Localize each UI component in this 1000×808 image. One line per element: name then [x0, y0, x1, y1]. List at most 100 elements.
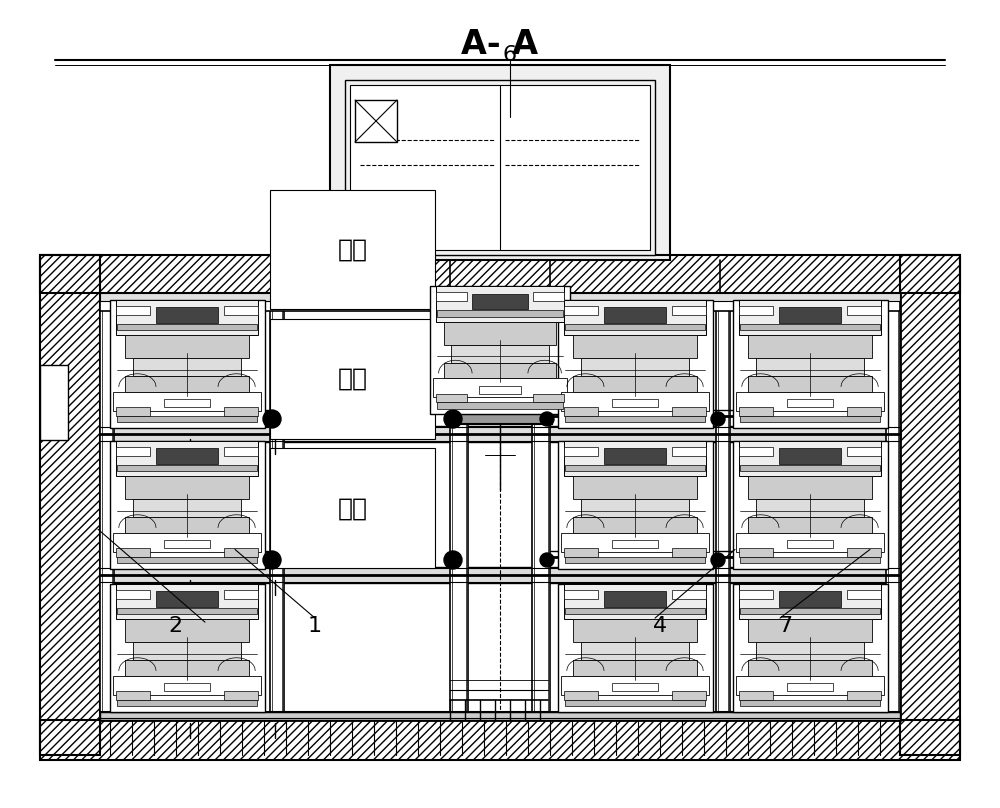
Bar [355, 100, 397, 142]
Bar [565, 700, 705, 706]
Bar [672, 590, 706, 599]
Bar [612, 399, 658, 407]
Bar [564, 300, 706, 335]
Text: 2: 2 [168, 617, 182, 636]
Bar [787, 541, 833, 548]
Bar [270, 448, 435, 568]
Text: 6: 6 [503, 45, 517, 65]
Bar [117, 416, 257, 423]
Bar [558, 440, 712, 569]
Bar [113, 532, 261, 552]
Bar [573, 335, 697, 359]
Bar [444, 322, 556, 345]
Bar [847, 407, 881, 416]
Bar [604, 448, 666, 464]
Bar [533, 393, 564, 402]
Bar [564, 306, 598, 315]
Bar [350, 85, 650, 250]
Bar [847, 306, 881, 315]
Bar [116, 583, 258, 620]
Bar [565, 465, 705, 471]
Bar [156, 448, 218, 464]
Bar [40, 255, 100, 755]
Bar [533, 292, 564, 301]
Bar [756, 642, 864, 660]
Bar [573, 377, 697, 392]
Bar [116, 306, 150, 315]
Bar [736, 532, 884, 552]
Bar [479, 386, 521, 393]
Bar [444, 363, 556, 378]
Bar [847, 548, 881, 557]
Bar [739, 548, 773, 557]
Bar [164, 541, 210, 548]
Circle shape [444, 410, 462, 428]
Bar [573, 517, 697, 532]
Bar [116, 300, 258, 335]
Bar [164, 684, 210, 691]
Bar [448, 414, 552, 424]
Bar [565, 608, 705, 614]
Bar [581, 359, 689, 377]
Bar [330, 65, 670, 260]
Bar [100, 293, 900, 301]
Bar [564, 447, 598, 456]
Bar [581, 499, 689, 517]
Bar [40, 720, 960, 760]
Bar [100, 712, 900, 720]
Bar [156, 307, 218, 322]
Bar [224, 590, 258, 599]
Bar [452, 293, 466, 720]
Bar [534, 293, 548, 720]
Bar [436, 286, 564, 322]
Bar [740, 416, 880, 423]
Bar [270, 293, 284, 720]
Text: A- A: A- A [461, 28, 539, 61]
Bar [739, 590, 773, 599]
Bar [740, 324, 880, 330]
Circle shape [711, 412, 725, 426]
Bar [718, 293, 728, 720]
Circle shape [263, 410, 281, 428]
Bar [581, 642, 689, 660]
Bar [125, 477, 249, 499]
Bar [164, 399, 210, 407]
Bar [748, 477, 872, 499]
Bar [900, 255, 960, 755]
Bar [779, 591, 841, 607]
Bar [117, 557, 257, 563]
Bar [117, 465, 257, 471]
Bar [700, 293, 900, 309]
Bar [561, 392, 709, 410]
Bar [739, 300, 881, 335]
Bar [900, 255, 960, 755]
Bar [612, 684, 658, 691]
Bar [748, 660, 872, 675]
Bar [125, 377, 249, 392]
Bar [573, 477, 697, 499]
Bar [436, 393, 467, 402]
Bar [748, 335, 872, 359]
Bar [117, 608, 257, 614]
Bar [565, 324, 705, 330]
Bar [565, 416, 705, 423]
Bar [564, 407, 598, 416]
Bar [736, 392, 884, 410]
Bar [739, 583, 881, 620]
Bar [561, 675, 709, 695]
Bar [732, 440, 888, 569]
Bar [732, 583, 888, 712]
Bar [739, 440, 881, 477]
Bar [740, 465, 880, 471]
Bar [116, 548, 150, 557]
Bar [847, 590, 881, 599]
Bar [748, 377, 872, 392]
Bar [133, 359, 241, 377]
Bar [740, 557, 880, 563]
Bar [739, 306, 773, 315]
Bar [270, 190, 435, 309]
Bar [133, 499, 241, 517]
Bar [224, 691, 258, 700]
Bar [125, 620, 249, 642]
Bar [739, 447, 773, 456]
